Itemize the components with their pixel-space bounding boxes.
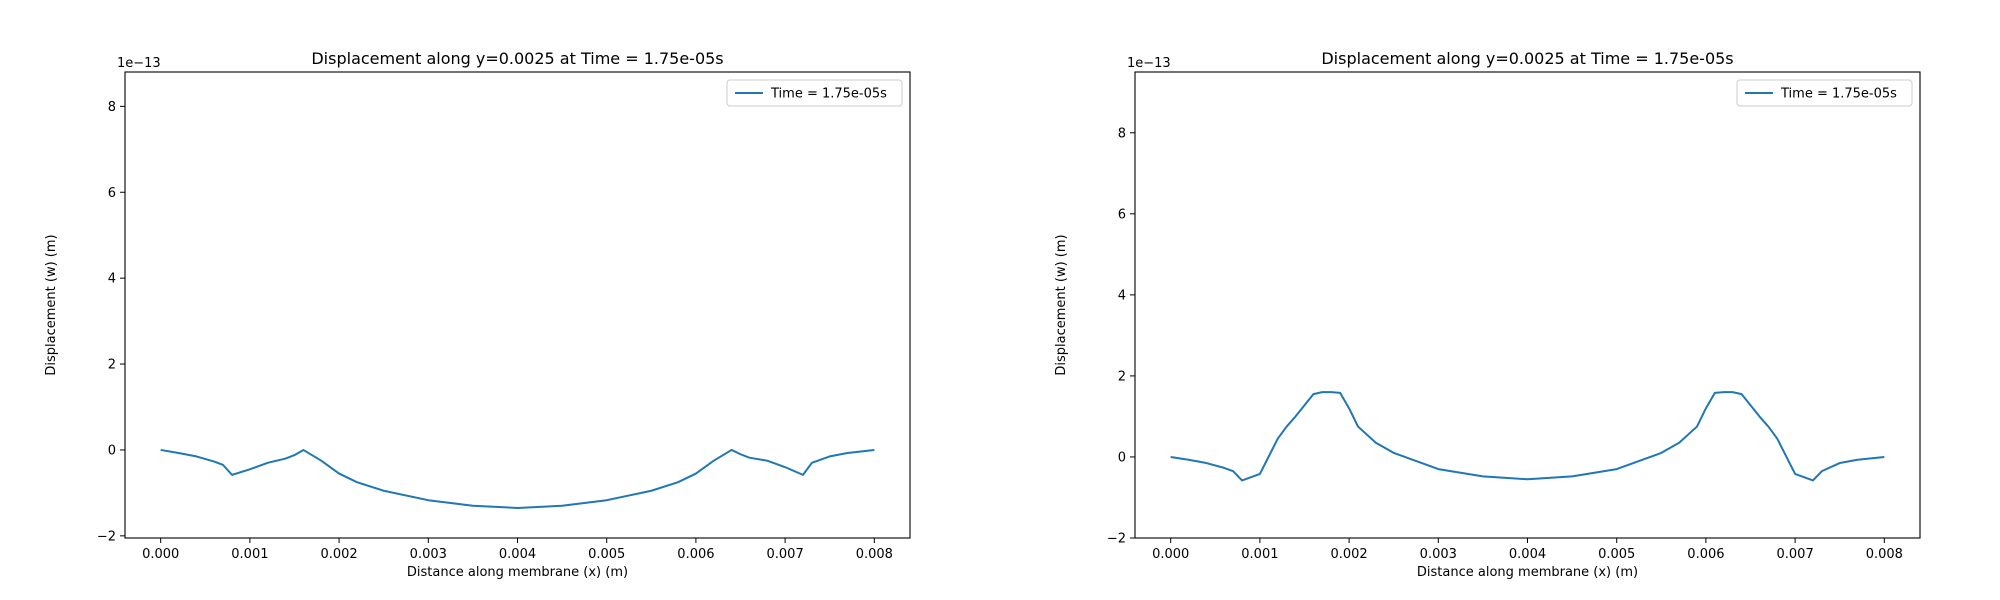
x-tick-label: 0.003 xyxy=(1420,547,1457,562)
x-tick-label: 0.008 xyxy=(856,547,893,562)
y-axis-label: Displacement (w) (m) xyxy=(44,234,59,375)
y-tick-label: 6 xyxy=(108,186,116,201)
plot-frame xyxy=(124,71,911,539)
legend-label: Time = 1.75e-05s xyxy=(770,87,887,102)
x-axis-label: Distance along membrane (x) (m) xyxy=(1417,565,1638,580)
legend-label: Time = 1.75e-05s xyxy=(1780,87,1897,102)
y-tick-label: 0 xyxy=(1118,450,1126,465)
x-tick-label: 0.004 xyxy=(1509,547,1546,562)
x-tick-label: 0.007 xyxy=(767,547,804,562)
y-tick-label: −2 xyxy=(97,529,116,544)
chart-title: Displacement along y=0.0025 at Time = 1.… xyxy=(1321,49,1733,68)
x-tick-label: 0.007 xyxy=(1777,547,1814,562)
x-tick-label: 0.000 xyxy=(142,547,179,562)
x-tick-label: 0.006 xyxy=(677,547,714,562)
x-tick-label: 0.003 xyxy=(410,547,447,562)
y-tick-label: 8 xyxy=(108,100,116,115)
y-tick-label: 4 xyxy=(1118,288,1126,303)
chart-panel-2: 0.000 0.001 0.002 0.003 0.004 0.005 0.006 0.007… xyxy=(1054,49,1921,580)
series-line xyxy=(1170,391,1885,482)
x-tick-label: 0.005 xyxy=(588,547,625,562)
x-axis-label: Distance along membrane (x) (m) xyxy=(407,565,628,580)
y-tick-label: 0 xyxy=(108,443,116,458)
x-tick-label: 0.004 xyxy=(499,547,536,562)
x-tick-label: 0.006 xyxy=(1687,547,1724,562)
y-tick-label: 8 xyxy=(1118,126,1126,141)
x-tick-label: 0.008 xyxy=(1866,547,1903,562)
x-tick-label: 0.001 xyxy=(1241,547,1278,562)
x-tick-label: 0.000 xyxy=(1152,547,1189,562)
chart-panel-1: 0.000 0.001 0.002 0.003 0.004 0.005 0.006 0.007… xyxy=(44,49,911,580)
chart-title: Displacement along y=0.0025 at Time = 1.… xyxy=(311,49,723,68)
x-tick-label: 0.002 xyxy=(320,547,357,562)
axis-offset-text: 1e−13 xyxy=(117,56,161,71)
x-tick-label: 0.002 xyxy=(1330,547,1367,562)
y-tick-label: −2 xyxy=(1107,532,1126,547)
legend-box xyxy=(726,79,903,107)
y-tick-label: 4 xyxy=(108,272,116,287)
x-tick-label: 0.001 xyxy=(231,547,268,562)
plot-frame xyxy=(1134,71,1921,539)
axis-offset-text: 1e−13 xyxy=(1127,56,1171,71)
y-axis-label: Displacement (w) (m) xyxy=(1054,234,1069,375)
y-tick-label: 6 xyxy=(1118,207,1126,222)
x-tick-label: 0.005 xyxy=(1598,547,1635,562)
y-tick-label: 2 xyxy=(108,358,116,373)
y-tick-label: 2 xyxy=(1118,369,1126,384)
series-line xyxy=(160,448,875,509)
legend-box xyxy=(1736,79,1913,107)
